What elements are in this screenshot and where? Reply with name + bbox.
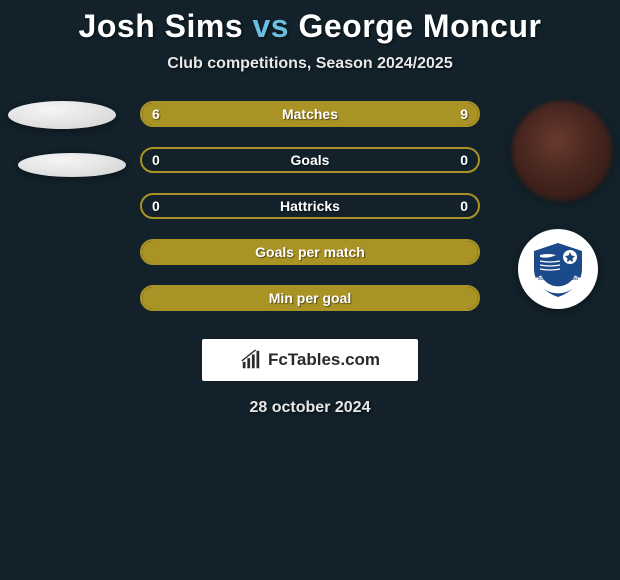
stat-row: Matches 6 9 xyxy=(140,101,480,127)
stat-value-left: 0 xyxy=(152,152,160,168)
stat-label: Hattricks xyxy=(280,198,340,214)
player1-name: Josh Sims xyxy=(79,8,244,44)
player2-club-crest: SOUTHEND UNITED xyxy=(518,229,598,309)
stat-value-left: 0 xyxy=(152,198,160,214)
source-label: FcTables.com xyxy=(268,350,380,370)
stat-label: Min per goal xyxy=(269,290,351,306)
chart-icon xyxy=(240,349,262,371)
stat-row: Min per goal xyxy=(140,285,480,311)
page-title: Josh Sims vs George Moncur xyxy=(0,8,620,45)
stat-row: Goals per match xyxy=(140,239,480,265)
subtitle: Club competitions, Season 2024/2025 xyxy=(0,55,620,73)
svg-text:SOUTHEND UNITED: SOUTHEND UNITED xyxy=(538,276,578,281)
source-badge: FcTables.com xyxy=(202,339,418,381)
vs-label: vs xyxy=(253,8,290,44)
stat-value-right: 9 xyxy=(460,106,468,122)
player1-avatar xyxy=(8,101,116,129)
player2-avatar xyxy=(512,101,612,201)
comparison-card: Josh Sims vs George Moncur Club competit… xyxy=(0,0,620,417)
stat-label: Matches xyxy=(282,106,338,122)
crest-icon: SOUTHEND UNITED xyxy=(528,239,588,299)
stat-row: Hattricks 0 0 xyxy=(140,193,480,219)
player2-name: George Moncur xyxy=(298,8,541,44)
stat-label: Goals xyxy=(291,152,330,168)
stat-bars: Matches 6 9 Goals 0 0 Hattricks 0 0 Goals per mat… xyxy=(140,101,480,311)
date-label: 28 october 2024 xyxy=(0,399,620,417)
stat-value-right: 0 xyxy=(460,198,468,214)
stat-value-left: 6 xyxy=(152,106,160,122)
player1-club-crest xyxy=(18,153,126,177)
stat-value-right: 0 xyxy=(460,152,468,168)
stat-label: Goals per match xyxy=(255,244,365,260)
stat-row: Goals 0 0 xyxy=(140,147,480,173)
stats-area: SOUTHEND UNITED Matches69Goals00Hattrick… xyxy=(0,101,620,311)
